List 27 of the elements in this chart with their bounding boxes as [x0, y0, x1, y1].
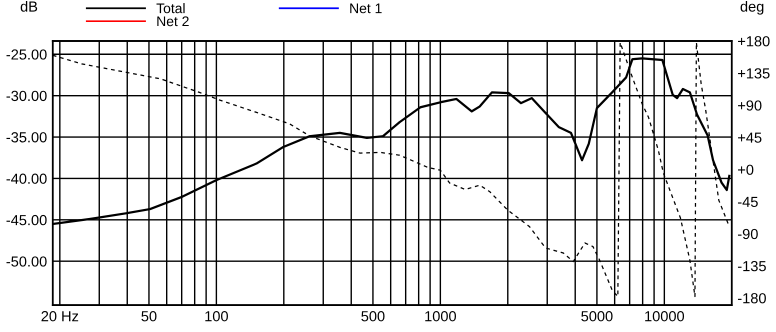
- y-tick-label: -25.00: [6, 49, 47, 60]
- y2-axis-title: deg: [740, 0, 764, 15]
- legend-label: Total: [156, 3, 185, 14]
- y2-tick-label: -135: [738, 260, 766, 272]
- x-tick-label: 20 Hz: [42, 311, 78, 322]
- y-tick-label: -40.00: [6, 174, 47, 184]
- y-tick-label: -50.00: [6, 256, 47, 267]
- y2-tick-label: +0: [738, 164, 754, 175]
- y-tick-label: -35.00: [6, 132, 47, 142]
- y2-tick-label: +135: [738, 68, 770, 79]
- x-tick-label: 100: [205, 311, 228, 322]
- x-tick-label: 500: [361, 311, 385, 322]
- x-tick-label: 1000: [425, 311, 456, 322]
- y2-tick-label: -90: [738, 228, 758, 240]
- y2-tick-label: +90: [738, 100, 762, 111]
- x-tick-label: 50: [141, 311, 156, 322]
- y2-tick-label: -45: [738, 196, 758, 208]
- y2-tick-label: +45: [738, 132, 762, 143]
- y2-tick-label: +180: [738, 36, 770, 46]
- x-tick-label: 5000: [581, 311, 613, 322]
- legend-label: Net 1: [350, 4, 382, 14]
- legend-label: Net 2: [157, 16, 189, 26]
- x-tick-label: 10000: [645, 311, 684, 322]
- y2-tick-label: -180: [738, 293, 766, 304]
- y-tick-label: -45.00: [6, 214, 47, 226]
- y-tick-label: -30.00: [6, 90, 47, 102]
- y-axis-title: dB: [20, 0, 38, 12]
